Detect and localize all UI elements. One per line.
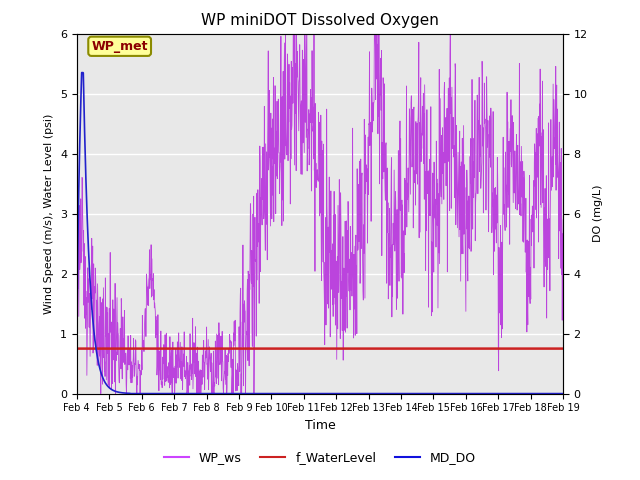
X-axis label: Time: Time: [305, 419, 335, 432]
Title: WP miniDOT Dissolved Oxygen: WP miniDOT Dissolved Oxygen: [201, 13, 439, 28]
Text: WP_met: WP_met: [92, 40, 148, 53]
Legend: WP_ws, f_WaterLevel, MD_DO: WP_ws, f_WaterLevel, MD_DO: [159, 446, 481, 469]
Y-axis label: Wind Speed (m/s), Water Level (psi): Wind Speed (m/s), Water Level (psi): [44, 113, 54, 314]
Y-axis label: DO (mg/L): DO (mg/L): [593, 185, 604, 242]
